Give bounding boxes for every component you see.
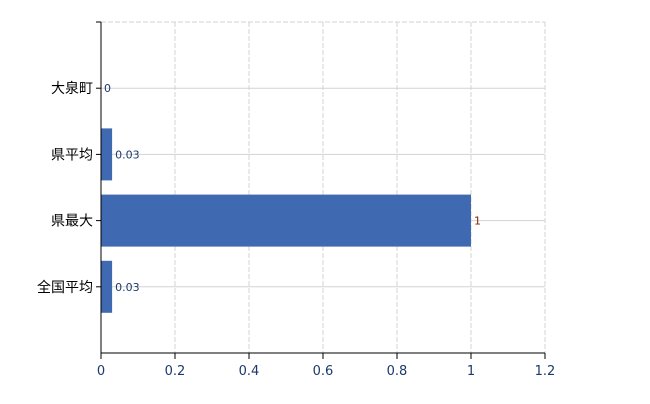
data-label: 0.03 bbox=[115, 281, 140, 294]
bar bbox=[101, 128, 113, 181]
data-label: 0 bbox=[104, 82, 111, 95]
y-tick-label: 大泉町 bbox=[51, 80, 93, 97]
data-label: 0.03 bbox=[115, 148, 140, 161]
bar bbox=[101, 260, 113, 313]
x-tick-label: 0.2 bbox=[165, 364, 186, 379]
x-tick-label: 1 bbox=[467, 364, 475, 379]
x-tick-label: 0.8 bbox=[387, 364, 408, 379]
bar bbox=[101, 194, 471, 247]
x-tick-label: 0 bbox=[97, 364, 105, 379]
y-tick-label: 県平均 bbox=[51, 147, 93, 163]
data-label: 1 bbox=[474, 215, 481, 228]
x-tick-label: 1.2 bbox=[535, 364, 556, 379]
x-tick-label: 0.4 bbox=[239, 364, 260, 379]
x-tick-label: 0.6 bbox=[313, 364, 334, 379]
y-tick-label: 全国平均 bbox=[37, 279, 93, 296]
y-tick-label: 県最大 bbox=[51, 214, 93, 230]
